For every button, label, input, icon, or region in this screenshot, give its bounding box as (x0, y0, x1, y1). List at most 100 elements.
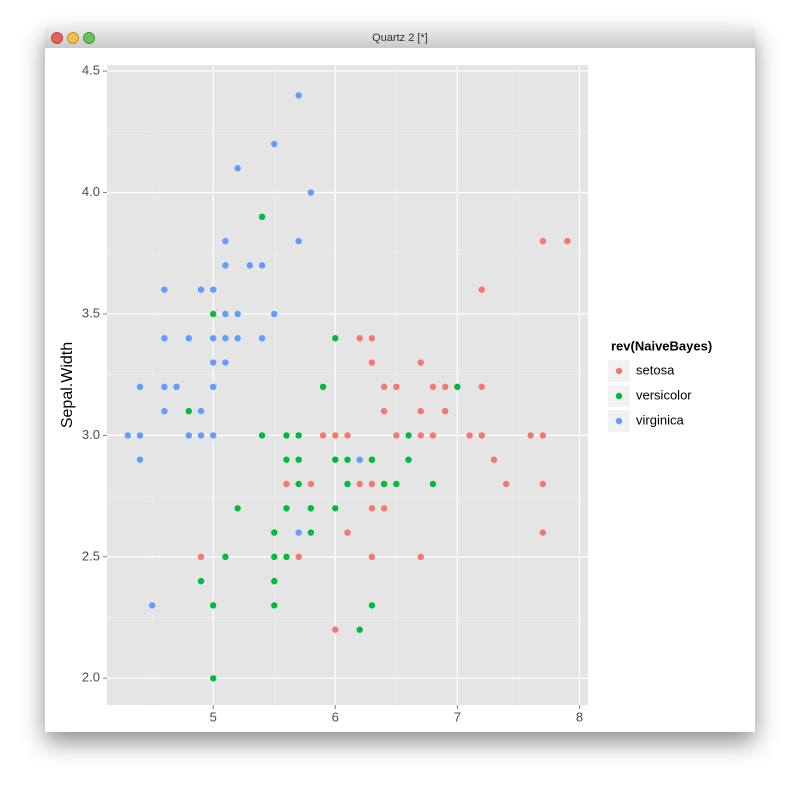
point (295, 529, 302, 536)
point (564, 237, 571, 245)
window-title: Quartz 2 [*] (372, 32, 428, 44)
point (210, 383, 217, 391)
point (283, 553, 290, 561)
point (283, 480, 290, 488)
point (380, 407, 388, 415)
legend-label: versicolor (636, 387, 692, 402)
point (197, 553, 205, 561)
point (429, 432, 437, 439)
point (234, 310, 241, 318)
point (295, 92, 302, 99)
point (136, 383, 144, 391)
point (429, 383, 437, 391)
point (417, 432, 424, 439)
legend-title: rev(NaiveBayes) (611, 338, 712, 353)
point (295, 480, 302, 488)
point (246, 262, 254, 269)
point (417, 553, 424, 561)
point (222, 237, 229, 245)
point (197, 577, 205, 585)
point (539, 432, 547, 439)
point (393, 383, 400, 391)
point (271, 553, 278, 561)
point (344, 456, 351, 463)
point (368, 480, 376, 488)
point (307, 189, 315, 196)
point (197, 407, 205, 415)
x-tick-label: 5 (210, 709, 217, 724)
point (185, 335, 192, 342)
point (185, 407, 192, 415)
point (222, 359, 229, 366)
point (307, 505, 315, 512)
point (295, 432, 302, 439)
point (161, 407, 168, 415)
x-tick-label: 8 (576, 709, 583, 724)
point (344, 529, 351, 536)
point (503, 480, 510, 488)
point (539, 237, 547, 245)
point (368, 359, 376, 366)
point (136, 432, 144, 439)
point (319, 432, 327, 439)
point (210, 310, 217, 318)
point (258, 432, 266, 439)
point (466, 432, 473, 439)
point (124, 432, 131, 439)
x-tick-label: 7 (454, 709, 461, 724)
point (454, 383, 461, 391)
point (344, 432, 351, 439)
point (234, 165, 241, 172)
point (173, 383, 180, 391)
y-tick-label: 4.5 (82, 63, 100, 78)
point (356, 335, 363, 342)
y-tick-label: 2.5 (82, 548, 100, 563)
point (417, 407, 424, 415)
point (332, 626, 339, 633)
point (307, 529, 315, 536)
legend-label: setosa (636, 362, 675, 377)
point (234, 505, 241, 512)
point (441, 383, 449, 391)
point (380, 505, 388, 512)
point (136, 456, 144, 463)
point (295, 553, 302, 561)
point (210, 432, 217, 439)
x-axis-title: Sepal.Length (300, 733, 394, 750)
close-button[interactable] (51, 32, 63, 44)
y-tick-label: 3.5 (82, 305, 100, 320)
point (161, 286, 168, 293)
zoom-button[interactable] (83, 32, 95, 44)
legend-marker (615, 392, 623, 400)
point (271, 140, 278, 148)
point (197, 286, 205, 293)
legend-marker (615, 367, 623, 375)
point (527, 432, 534, 439)
y-tick-label: 3.0 (82, 427, 100, 442)
point (222, 262, 229, 269)
title-bar (45, 28, 755, 48)
point (283, 456, 290, 463)
legend-label: virginica (636, 412, 684, 427)
point (185, 432, 192, 439)
point (356, 456, 363, 463)
point (222, 553, 229, 561)
y-axis-title: Sepal.Width (59, 342, 76, 428)
point (478, 286, 485, 293)
point (332, 335, 339, 342)
y-tick-label: 4.0 (82, 184, 100, 199)
x-tick-label: 6 (332, 709, 339, 724)
point (405, 456, 412, 463)
point (344, 480, 351, 488)
point (271, 310, 278, 318)
minimize-button[interactable] (67, 32, 79, 44)
point (271, 602, 278, 609)
point (271, 529, 278, 536)
point (332, 456, 339, 463)
point (258, 335, 266, 342)
point (405, 432, 412, 439)
point (258, 213, 266, 221)
point (210, 359, 217, 366)
point (283, 432, 290, 439)
